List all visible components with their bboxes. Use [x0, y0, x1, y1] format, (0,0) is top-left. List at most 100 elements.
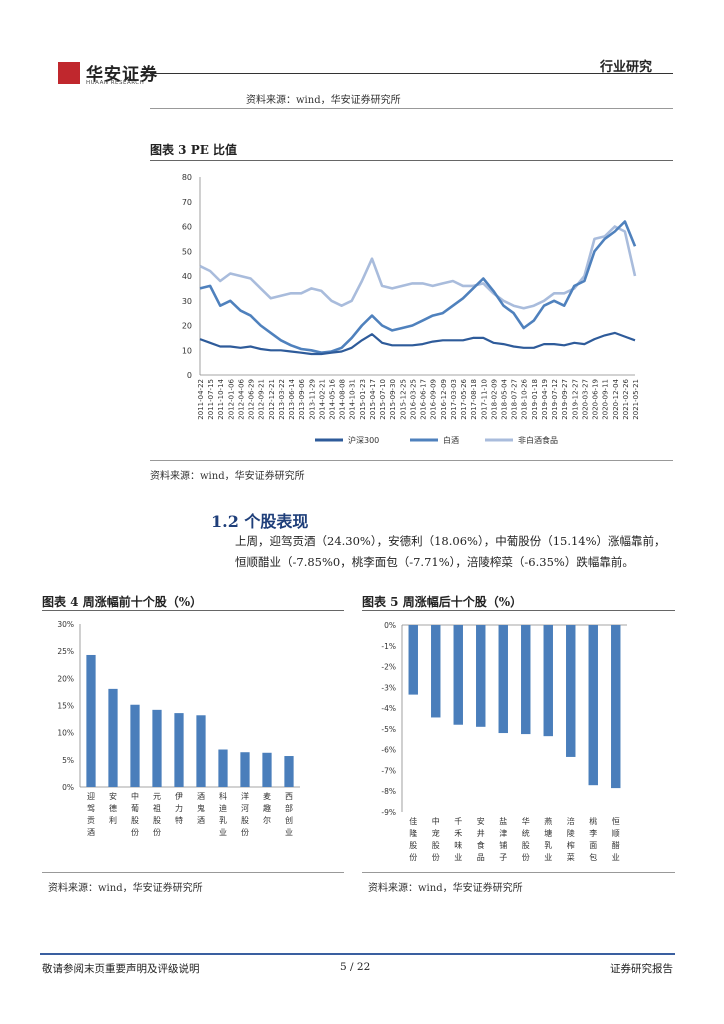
x-tick-label: 2017-05-26 — [460, 378, 468, 419]
x-tick-label: 2019-09-27 — [561, 379, 569, 420]
y-tick-label: -8% — [381, 787, 396, 796]
y-tick-label: -6% — [381, 746, 396, 755]
x-tick-label: 2016-09-09 — [430, 379, 438, 420]
x-category-char: 业 — [544, 852, 552, 862]
x-category-char: 盐 — [499, 816, 507, 826]
x-category-char: 顺 — [612, 829, 620, 838]
logo-mark — [58, 62, 80, 84]
x-tick-label: 2011-07-15 — [207, 379, 215, 420]
x-tick-label: 2011-04-22 — [197, 379, 205, 420]
x-category-char: 乳 — [219, 815, 227, 825]
x-category-char: 食 — [477, 840, 485, 850]
x-category-char: 西 — [285, 792, 293, 801]
footer-disclaimer: 敬请参阅末页重要声明及评级说明 — [42, 963, 200, 975]
y-tick-label: 20 — [182, 322, 192, 331]
bar — [152, 709, 162, 787]
y-tick-label: -4% — [381, 704, 396, 713]
x-category-char: 李 — [589, 828, 597, 838]
x-tick-label: 2013-06-14 — [288, 378, 296, 419]
x-tick-label: 2012-06-29 — [248, 379, 256, 420]
x-category-char: 麦 — [263, 791, 271, 801]
bar — [86, 654, 96, 787]
body-paragraph-line2: 恒顺醋业（-7.85%0，桃李面包（-7.71%），涪陵榨菜（-6.35%）跌幅… — [235, 555, 634, 569]
x-category-char: 酒 — [87, 828, 95, 837]
bar — [453, 625, 463, 725]
x-tick-label: 2011-10-14 — [217, 378, 225, 419]
x-tick-label: 2020-12-04 — [612, 378, 620, 419]
x-category-char: 陵 — [567, 829, 575, 838]
bar — [408, 625, 418, 695]
x-category-char: 涪 — [567, 816, 575, 826]
x-category-char: 菜 — [567, 852, 575, 862]
figure4-source: 资料来源：wind，华安证券研究所 — [48, 883, 203, 894]
y-tick-label: 5% — [62, 756, 74, 765]
x-category-char: 榨 — [567, 840, 575, 850]
y-tick-label: -2% — [381, 663, 396, 672]
x-category-char: 塘 — [544, 828, 552, 838]
figure5-title: 图表 5 周涨幅后十个股（%） — [362, 595, 523, 609]
x-category-char: 味 — [454, 840, 462, 850]
x-tick-label: 2019-07-12 — [551, 379, 559, 420]
x-category-char: 燕 — [544, 816, 552, 826]
x-category-char: 业 — [285, 827, 293, 837]
x-category-char: 恒 — [612, 816, 620, 826]
x-category-char: 津 — [499, 828, 507, 838]
divider — [42, 872, 344, 873]
x-category-char: 尔 — [263, 815, 271, 825]
bar — [543, 625, 553, 737]
x-tick-label: 2019-01-18 — [531, 379, 539, 420]
footer-report-type: 证券研究报告 — [610, 963, 673, 975]
y-tick-label: 10% — [57, 729, 74, 738]
x-category-char: 乳 — [544, 840, 552, 850]
y-tick-label: 25% — [57, 647, 74, 656]
section-title: 1.2 个股表现 — [211, 512, 309, 531]
x-category-char: 佳 — [409, 816, 417, 826]
divider — [150, 160, 673, 161]
bar — [588, 625, 598, 786]
x-category-char: 伊 — [175, 791, 183, 801]
x-category-char: 业 — [454, 852, 462, 862]
divider — [42, 610, 344, 611]
x-category-char: 铺 — [499, 840, 507, 850]
bar — [611, 625, 621, 789]
x-category-char: 份 — [241, 827, 249, 837]
x-category-char: 份 — [131, 827, 139, 837]
bar — [218, 749, 228, 787]
page-number: 5 / 22 — [340, 961, 371, 973]
divider — [150, 108, 673, 109]
x-category-char: 井 — [477, 828, 485, 838]
x-category-char: 酒 — [197, 792, 205, 801]
x-tick-label: 2017-08-18 — [470, 379, 478, 420]
x-category-char: 特 — [175, 815, 183, 825]
x-category-char: 份 — [522, 852, 530, 862]
bar — [240, 752, 250, 787]
y-tick-label: -7% — [381, 766, 396, 775]
header-divider — [150, 73, 673, 74]
x-category-char: 趣 — [263, 803, 271, 813]
y-tick-label: 0 — [187, 371, 192, 380]
top-source-note: 资料来源：wind，华安证券研究所 — [246, 95, 401, 106]
x-category-char: 力 — [175, 803, 183, 813]
x-category-char: 品 — [477, 853, 485, 862]
x-category-char: 鬼 — [197, 803, 205, 813]
x-tick-label: 2018-07-27 — [511, 379, 519, 420]
x-tick-label: 2019-04-19 — [541, 379, 549, 420]
x-tick-label: 2014-02-21 — [318, 379, 326, 420]
y-tick-label: 10 — [182, 346, 192, 355]
x-category-char: 禾 — [454, 829, 462, 838]
figure4-title: 图表 4 周涨幅前十个股（%） — [42, 595, 203, 609]
series-line-1 — [199, 220, 637, 354]
x-category-char: 面 — [589, 841, 597, 850]
x-category-char: 桃 — [589, 816, 597, 826]
x-tick-label: 2015-04-17 — [369, 379, 377, 420]
x-tick-label: 2013-11-29 — [308, 379, 316, 420]
x-tick-label: 2018-02-09 — [490, 379, 498, 420]
y-tick-label: 40 — [182, 272, 192, 281]
x-tick-label: 2014-08-08 — [339, 379, 347, 420]
x-category-char: 贡 — [87, 816, 95, 825]
x-category-char: 股 — [522, 841, 530, 850]
x-tick-label: 2015-07-10 — [379, 379, 387, 420]
x-category-char: 隆 — [409, 828, 417, 838]
x-tick-label: 2016-03-25 — [409, 379, 417, 420]
